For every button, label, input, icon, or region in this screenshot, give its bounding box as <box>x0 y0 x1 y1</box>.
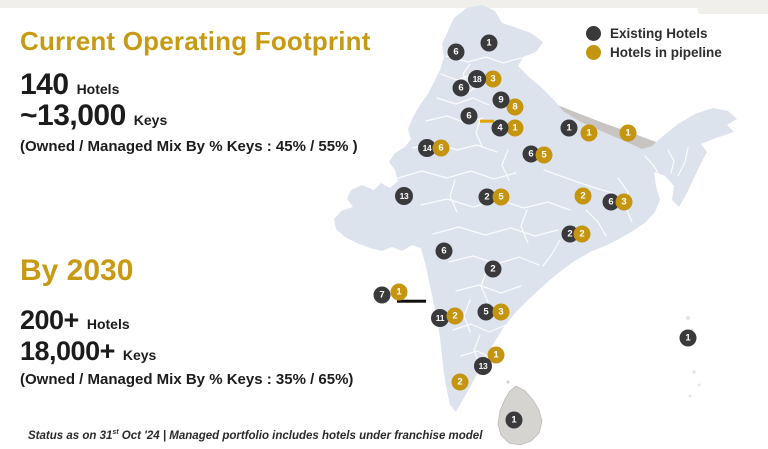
page-title: Current Operating Footprint <box>20 26 371 56</box>
legend: Existing Hotels Hotels in pipeline <box>586 26 722 60</box>
legend-label: Existing Hotels <box>610 26 708 41</box>
by-2030-heading: By 2030 <box>20 254 134 287</box>
current-hotels-value: 140 <box>20 68 69 101</box>
legend-label: Hotels in pipeline <box>610 45 722 60</box>
current-hotels-stat: 140 Hotels <box>20 68 119 102</box>
andaman-islands-dots <box>686 316 701 398</box>
sri-lanka-islet <box>506 380 510 384</box>
footnote-suffix: Oct '24 | Managed portfolio includes hot… <box>118 429 483 442</box>
future-hotels-value: 200+ <box>20 305 79 335</box>
top-strip-corner <box>698 0 768 14</box>
top-strip <box>0 0 768 8</box>
status-footnote: Status as on 31st Oct '24 | Managed port… <box>28 429 482 442</box>
pipeline-dot-icon <box>586 45 601 60</box>
footnote-superscript: st <box>112 429 119 436</box>
legend-item-existing: Existing Hotels <box>586 26 722 41</box>
current-keys-unit: Keys <box>133 112 168 128</box>
current-keys-value: ~13,000 <box>20 99 126 132</box>
future-mix-line: (Owned / Managed Mix By % Keys : 35% / 6… <box>20 371 354 388</box>
legend-item-pipeline: Hotels in pipeline <box>586 45 722 60</box>
future-keys-stat: 18,000+ Keys <box>20 336 156 367</box>
future-hotels-unit: Hotels <box>86 316 130 332</box>
future-hotels-stat: 200+ Hotels <box>20 305 130 336</box>
existing-dot-icon <box>586 26 601 41</box>
footnote-prefix: Status as on 31 <box>28 429 113 442</box>
sri-lanka-region <box>497 385 543 446</box>
india-silhouette <box>334 5 737 412</box>
current-keys-stat: ~13,000 Keys <box>20 99 167 133</box>
future-keys-value: 18,000+ <box>20 336 115 366</box>
current-hotels-unit: Hotels <box>76 81 120 97</box>
future-keys-unit: Keys <box>122 347 157 363</box>
current-mix-line: (Owned / Managed Mix By % Keys : 45% / 5… <box>20 138 358 155</box>
